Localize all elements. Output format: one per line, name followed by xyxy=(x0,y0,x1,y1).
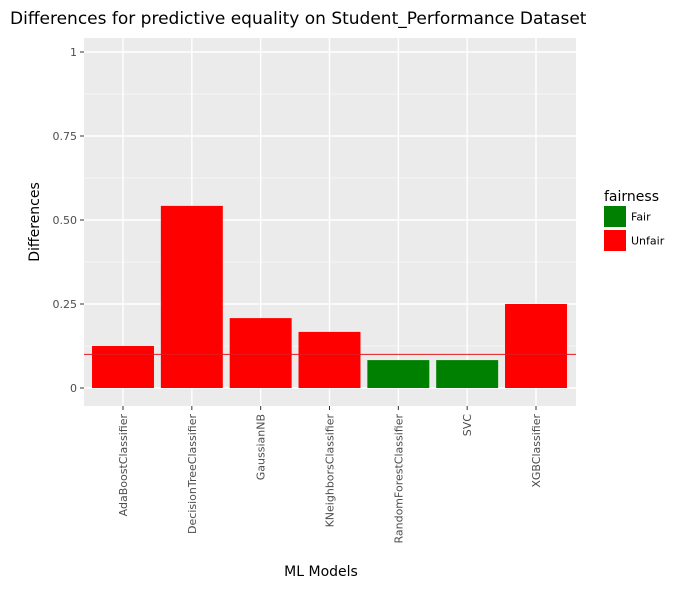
legend: fairness Fair Unfair xyxy=(604,189,665,251)
legend-title: fairness xyxy=(604,189,659,205)
x-tick-label: GaussianNB xyxy=(255,414,268,480)
legend-label-unfair: Unfair xyxy=(631,235,665,248)
legend-swatch-fair xyxy=(604,206,626,227)
x-tick-label: DecisionTreeClassifier xyxy=(186,414,199,534)
y-tick-label: 0.75 xyxy=(53,130,78,143)
bar-adaboostclassifier xyxy=(92,346,154,388)
y-tick-label: 0.25 xyxy=(53,298,78,311)
legend-swatch-unfair xyxy=(604,230,626,251)
x-tick-label: AdaBoostClassifier xyxy=(117,414,130,517)
y-tick-label: 0 xyxy=(70,382,77,395)
x-axis: AdaBoostClassifier DecisionTreeClassifier… xyxy=(117,406,543,544)
bar-gaussiannb xyxy=(229,318,292,388)
bar-svc xyxy=(436,360,499,388)
x-tick-label: KNeighborsClassifier xyxy=(324,414,337,528)
legend-label-fair: Fair xyxy=(631,211,651,224)
y-axis-title: Differences xyxy=(27,182,43,261)
bars xyxy=(92,205,567,388)
y-tick-label: 0.50 xyxy=(53,214,78,227)
bar-randomforestclassifier xyxy=(367,360,430,388)
bar-decisiontreeclassifier xyxy=(160,205,223,388)
y-tick-label: 1 xyxy=(70,46,77,59)
x-tick-label: XGBClassifier xyxy=(530,414,543,488)
chart-title: Differences for predictive equality on S… xyxy=(10,9,587,29)
x-tick-label: SVC xyxy=(461,414,474,437)
y-axis: 0 0.25 0.50 0.75 1 xyxy=(53,46,84,395)
x-tick-label: RandomForestClassifier xyxy=(392,414,405,544)
bar-xgbclassifier xyxy=(505,304,567,388)
x-axis-title: ML Models xyxy=(284,564,358,580)
bar-kneighborsclassifier xyxy=(298,331,361,388)
